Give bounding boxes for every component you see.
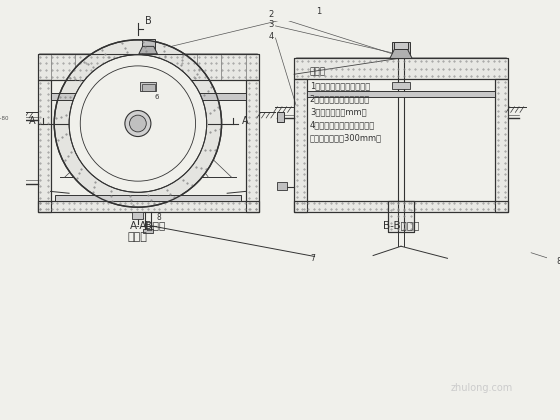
Polygon shape (139, 46, 157, 54)
Text: 1000: 1000 (394, 50, 408, 55)
Bar (391, 42, 410, 58)
Text: 7: 7 (310, 254, 315, 263)
Bar (294, 58, 508, 79)
Bar (38, 201, 259, 212)
Bar (495, 79, 508, 212)
Bar (38, 54, 259, 80)
Bar (246, 80, 259, 212)
Text: 1、所有穿墙管均设套管。: 1、所有穿墙管均设套管。 (310, 82, 370, 91)
Text: 6: 6 (169, 150, 174, 159)
Text: 640: 640 (143, 49, 153, 53)
Bar (294, 201, 508, 212)
Bar (246, 80, 259, 212)
Text: A-A剖视图: A-A剖视图 (130, 220, 166, 230)
Text: B-B剖视图: B-B剖视图 (383, 220, 419, 230)
Circle shape (69, 55, 207, 192)
Text: zhulong.com: zhulong.com (451, 383, 513, 394)
Text: A: A (242, 116, 249, 126)
Circle shape (129, 115, 146, 132)
Text: 上、墙体厚度为300mm。: 上、墙体厚度为300mm。 (310, 134, 382, 143)
Text: 4: 4 (268, 32, 274, 41)
Bar (143, 228, 153, 233)
Text: 1: 1 (316, 7, 321, 16)
Bar (394, 42, 408, 49)
Bar (142, 84, 155, 91)
Bar (277, 182, 287, 189)
Text: 6: 6 (155, 94, 159, 100)
Text: 2: 2 (268, 10, 274, 19)
Text: B: B (146, 16, 152, 26)
Text: 说明：: 说明： (310, 68, 326, 77)
Bar (132, 212, 143, 219)
Bar (388, 201, 414, 232)
Bar (495, 79, 508, 212)
Bar (277, 113, 284, 122)
Text: B: B (146, 221, 152, 231)
Circle shape (54, 40, 222, 207)
Text: 8: 8 (156, 213, 161, 222)
Bar (142, 39, 155, 54)
Text: 2、弯管处均用法兰连接。: 2、弯管处均用法兰连接。 (310, 94, 370, 104)
Text: 5: 5 (169, 136, 174, 145)
Text: 8-80: 8-80 (0, 116, 10, 121)
Text: 8: 8 (556, 257, 560, 265)
Text: 3、标注单位为mm。: 3、标注单位为mm。 (310, 108, 366, 117)
Bar (38, 54, 259, 80)
Bar (307, 91, 495, 97)
Bar (294, 58, 508, 79)
Bar (38, 80, 50, 212)
Bar (294, 79, 307, 212)
Bar (55, 195, 241, 201)
Bar (38, 80, 50, 212)
Text: 俯视图: 俯视图 (128, 232, 148, 242)
Text: 3: 3 (268, 20, 274, 29)
Bar (294, 79, 307, 212)
Circle shape (125, 110, 151, 136)
Bar (140, 82, 156, 91)
Bar (38, 201, 259, 212)
Polygon shape (390, 49, 412, 58)
Bar (294, 201, 508, 212)
Bar (391, 82, 410, 89)
Text: 4、构筑物墙体采用钢筋混凝: 4、构筑物墙体采用钢筋混凝 (310, 121, 375, 130)
Bar (388, 201, 414, 232)
Text: A: A (29, 116, 36, 126)
Bar (50, 93, 246, 100)
